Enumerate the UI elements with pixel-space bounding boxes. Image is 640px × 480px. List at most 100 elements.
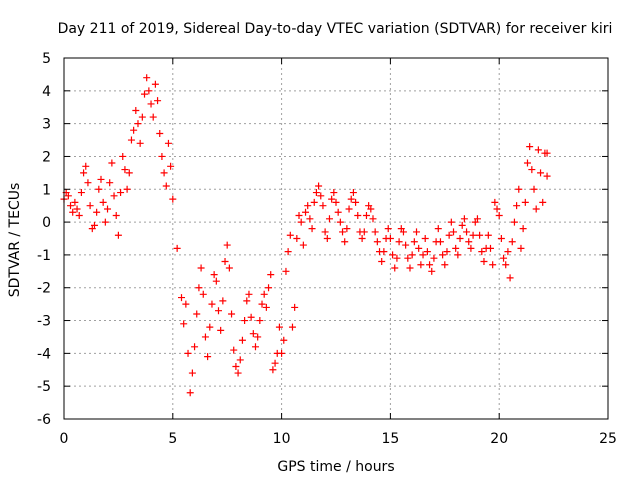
data-point — [319, 202, 327, 210]
data-point — [151, 80, 159, 88]
data-point — [241, 317, 249, 325]
data-point — [125, 169, 133, 177]
data-point — [378, 257, 386, 265]
data-point — [134, 120, 142, 128]
data-point — [286, 231, 294, 239]
data-point — [467, 244, 475, 252]
data-point — [339, 228, 347, 236]
data-point — [439, 251, 447, 259]
data-point — [214, 307, 222, 315]
data-point — [145, 87, 153, 95]
data-point — [395, 238, 403, 246]
data-point — [217, 326, 225, 334]
y-tick-label: 3 — [42, 117, 51, 133]
data-point — [386, 235, 394, 242]
data-point — [330, 189, 338, 197]
data-point — [123, 185, 131, 193]
y-tick-label: 2 — [42, 149, 51, 165]
data-point — [114, 231, 122, 239]
data-point — [169, 195, 177, 203]
data-point — [127, 136, 135, 144]
data-point — [504, 248, 512, 256]
data-point — [410, 238, 418, 246]
data-point — [75, 212, 83, 220]
data-point — [393, 254, 401, 262]
data-point — [406, 264, 414, 272]
data-point — [371, 228, 379, 236]
y-tick-label: -3 — [37, 314, 51, 330]
data-point — [434, 225, 442, 233]
data-point — [208, 300, 216, 308]
data-point — [415, 244, 423, 252]
data-point — [158, 152, 166, 160]
data-point — [484, 231, 492, 239]
data-point — [265, 284, 273, 292]
data-point — [408, 251, 416, 259]
data-point — [284, 248, 292, 256]
data-point — [288, 323, 296, 331]
y-tick-label: -2 — [37, 281, 51, 297]
data-point — [500, 254, 508, 262]
x-tick-label: 20 — [490, 431, 508, 447]
y-tick-label: 4 — [42, 84, 51, 100]
data-point — [173, 244, 181, 252]
data-point — [97, 175, 105, 183]
data-point — [260, 290, 268, 298]
data-point — [369, 215, 377, 223]
data-point — [336, 218, 344, 226]
data-point — [188, 369, 196, 377]
data-point — [460, 215, 468, 223]
data-point — [352, 198, 360, 206]
data-point — [404, 254, 412, 262]
data-point — [347, 195, 355, 203]
data-point — [212, 277, 220, 285]
chart-title: Day 211 of 2019, Sidereal Day-to-day VTE… — [58, 21, 613, 37]
data-point — [436, 238, 444, 246]
data-point — [136, 139, 144, 147]
data-point — [345, 205, 353, 213]
data-point — [80, 169, 88, 177]
data-points — [60, 74, 551, 397]
data-point — [515, 185, 523, 193]
data-point — [497, 235, 505, 242]
data-point — [247, 313, 255, 321]
data-point — [201, 333, 209, 341]
data-point — [182, 300, 190, 308]
data-point — [84, 179, 92, 187]
data-point — [463, 228, 471, 236]
y-tick-label: -6 — [37, 412, 51, 428]
x-tick-label: 5 — [168, 431, 177, 447]
y-tick-label: 0 — [42, 215, 51, 231]
data-point — [523, 159, 531, 167]
data-point — [486, 244, 494, 252]
data-point — [256, 317, 264, 325]
data-point — [454, 251, 462, 259]
data-point — [82, 162, 90, 170]
data-point — [423, 248, 431, 256]
data-point — [458, 221, 466, 229]
data-point — [110, 192, 118, 200]
data-point — [343, 225, 351, 233]
y-tick-labels: -6 -5 -4 -3 -2 -1 0 1 2 3 4 5 — [37, 51, 51, 428]
data-point — [147, 100, 155, 108]
data-point — [443, 248, 451, 256]
data-point — [489, 261, 497, 269]
data-point — [367, 205, 375, 213]
data-point — [93, 208, 101, 216]
data-point — [199, 290, 207, 298]
data-point — [249, 330, 257, 338]
data-point — [530, 185, 538, 193]
data-point — [543, 149, 551, 157]
data-point — [469, 231, 477, 239]
data-point — [258, 300, 266, 308]
data-point — [195, 284, 203, 292]
data-point — [323, 235, 331, 242]
data-point — [90, 221, 98, 229]
data-point — [223, 241, 231, 249]
data-point — [95, 185, 103, 193]
y-tick-label: 1 — [42, 182, 51, 198]
data-point — [112, 212, 120, 220]
grid-lines — [64, 58, 608, 419]
data-point — [480, 257, 488, 265]
